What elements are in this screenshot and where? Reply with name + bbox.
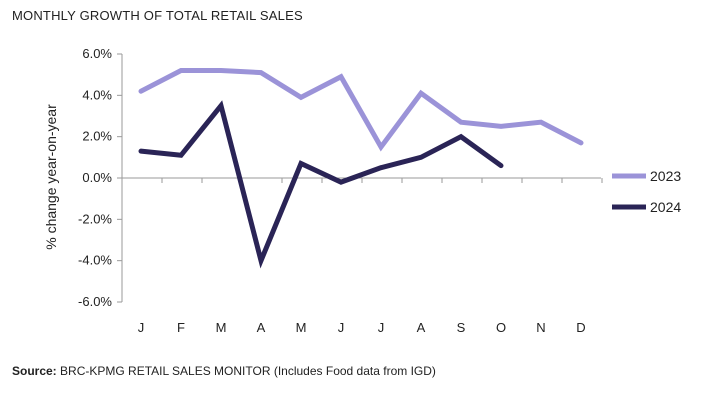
y-tick-labels: 6.0% 4.0% 2.0% 0.0% -2.0% -4.0% -6.0% xyxy=(78,46,112,309)
x-tick-label: M xyxy=(296,320,307,335)
y-tick-label: -2.0% xyxy=(78,211,112,226)
x-tick-label: S xyxy=(457,320,466,335)
series-lines xyxy=(138,68,584,269)
chart-title: MONTHLY GROWTH OF TOTAL RETAIL SALES xyxy=(12,8,303,23)
x-tick-label: J xyxy=(138,320,145,335)
x-tick-label: A xyxy=(417,320,426,335)
axes xyxy=(117,53,603,303)
x-tick-label: D xyxy=(576,320,585,335)
x-tick-label: J xyxy=(378,320,385,335)
y-axis-label: % change year-on-year xyxy=(43,104,59,250)
x-tick-label: J xyxy=(338,320,345,335)
legend: 2023 2024 xyxy=(612,168,681,215)
series-line-2024 xyxy=(138,100,504,269)
y-tick-label: -4.0% xyxy=(78,253,112,268)
y-tick-label: 6.0% xyxy=(82,46,112,61)
legend-label-2023: 2023 xyxy=(650,168,681,184)
source-text: BRC-KPMG RETAIL SALES MONITOR (Includes … xyxy=(56,364,436,378)
legend-label-2024: 2024 xyxy=(650,199,681,215)
source-note: Source: BRC-KPMG RETAIL SALES MONITOR (I… xyxy=(12,364,436,378)
x-tick-label: F xyxy=(177,320,185,335)
y-tick-label: -6.0% xyxy=(78,294,112,309)
x-tick-label: O xyxy=(496,320,506,335)
y-tick-label: 2.0% xyxy=(82,129,112,144)
x-tick-label: M xyxy=(216,320,227,335)
x-tick-label: N xyxy=(536,320,545,335)
x-tick-label: A xyxy=(257,320,266,335)
y-tick-label: 0.0% xyxy=(82,170,112,185)
y-tick-label: 4.0% xyxy=(82,87,112,102)
series-line-2023 xyxy=(138,68,584,152)
source-label: Source: xyxy=(12,364,57,378)
